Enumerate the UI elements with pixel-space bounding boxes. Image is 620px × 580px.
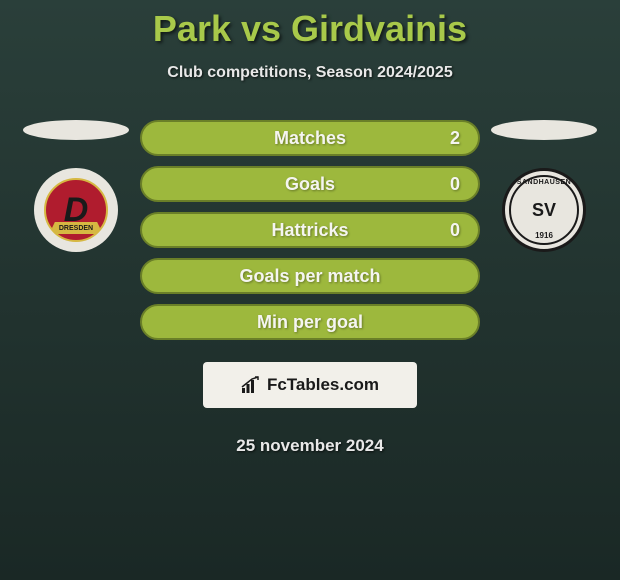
subtitle: Club competitions, Season 2024/2025: [167, 64, 452, 82]
badge-bottom-arc: 1916: [535, 231, 553, 240]
main-row: D DRESDEN Matches 2 Goals 0 Hattricks 0 …: [0, 120, 620, 456]
stat-value: 0: [450, 220, 460, 241]
stat-value: 2: [450, 128, 460, 149]
stat-row-min-per-goal: Min per goal: [140, 304, 480, 340]
page-title: Park vs Girdvainis: [153, 8, 467, 50]
chart-icon: [241, 376, 261, 394]
left-column: D DRESDEN: [16, 120, 136, 252]
stat-row-goals-per-match: Goals per match: [140, 258, 480, 294]
badge-top-arc: SANDHAUSEN: [517, 179, 571, 186]
right-placeholder-ellipse: [491, 120, 597, 140]
right-club-badge: SANDHAUSEN SV 1916: [502, 168, 586, 252]
badge-letter: D: [64, 193, 89, 227]
badge-center: SV: [532, 202, 556, 218]
stat-row-matches: Matches 2: [140, 120, 480, 156]
date-text: 25 november 2024: [236, 436, 383, 456]
stat-label: Matches: [274, 128, 346, 149]
stat-label: Goals per match: [239, 266, 380, 287]
stat-value: 0: [450, 174, 460, 195]
right-column: SANDHAUSEN SV 1916: [484, 120, 604, 252]
stat-label: Min per goal: [257, 312, 363, 333]
stat-row-hattricks: Hattricks 0: [140, 212, 480, 248]
badge-ribbon: DRESDEN: [52, 222, 100, 234]
stat-row-goals: Goals 0: [140, 166, 480, 202]
left-club-badge: D DRESDEN: [34, 168, 118, 252]
brand-text: FcTables.com: [267, 375, 379, 395]
comparison-card: Park vs Girdvainis Club competitions, Se…: [0, 0, 620, 456]
stat-label: Hattricks: [271, 220, 348, 241]
sv-sandhausen-crest: SANDHAUSEN SV 1916: [509, 175, 579, 245]
stats-column: Matches 2 Goals 0 Hattricks 0 Goals per …: [136, 120, 484, 456]
left-placeholder-ellipse: [23, 120, 129, 140]
brand-box[interactable]: FcTables.com: [203, 362, 417, 408]
stat-label: Goals: [285, 174, 335, 195]
dynamo-dresden-crest: D DRESDEN: [44, 178, 108, 242]
